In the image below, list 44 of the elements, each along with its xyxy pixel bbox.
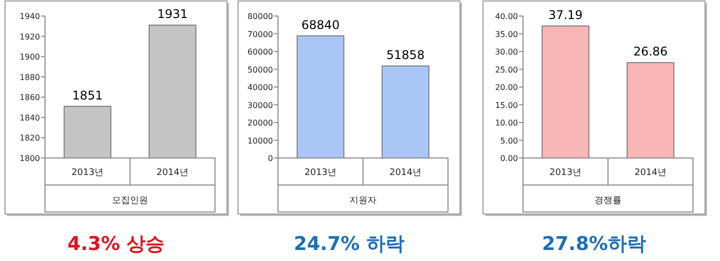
y-tick-label: 1900 xyxy=(20,52,40,62)
y-tick-label: 15.00 xyxy=(495,100,518,110)
y-tick-label: 0.00 xyxy=(500,154,518,163)
y-tick-label: 70000 xyxy=(248,30,273,39)
y-tick-label: 20000 xyxy=(248,118,273,128)
data-label: 26.86 xyxy=(633,44,668,59)
y-tick-label: 20.00 xyxy=(495,83,518,92)
y-tick-label: 50000 xyxy=(248,65,273,74)
y-tick-label: 1860 xyxy=(20,93,40,102)
x-tick-label: 2014년 xyxy=(634,168,666,178)
data-label: 1931 xyxy=(157,7,188,22)
x-axis-title: 지원자 xyxy=(350,196,376,206)
y-tick-label: 1920 xyxy=(20,32,40,42)
y-tick-label: 1940 xyxy=(20,12,40,21)
y-tick-label: 1880 xyxy=(20,72,40,82)
data-label: 51858 xyxy=(386,48,425,62)
y-tick-label: 5.00 xyxy=(500,136,518,146)
y-tick-label: 30.00 xyxy=(495,48,518,56)
text: 27.8%하락 xyxy=(542,233,646,255)
text: 24.7% 하락 xyxy=(294,233,404,255)
y-tick-label: 1840 xyxy=(20,113,40,122)
y-tick-label: 1800 xyxy=(20,154,40,163)
x-tick-label: 2014년 xyxy=(390,168,422,178)
x-tick-label: 2013년 xyxy=(550,168,582,178)
y-tick-label: 10000 xyxy=(248,136,273,146)
y-tick-label: 80000 xyxy=(248,12,273,21)
data-label: 68840 xyxy=(301,18,340,32)
y-tick-label: 10.00 xyxy=(495,118,518,128)
y-tick-label: 60000 xyxy=(248,48,273,56)
x-tick-label: 2014년 xyxy=(156,168,188,178)
x-tick-label: 2013년 xyxy=(304,168,336,178)
data-label: 1851 xyxy=(72,88,103,102)
y-tick-label: 25.00 xyxy=(495,65,518,74)
text: 4.3% 상승 xyxy=(67,233,165,255)
x-tick-label: 2013년 xyxy=(72,168,104,178)
y-tick-label: 0 xyxy=(268,154,273,163)
x-axis-title: 모집인원 xyxy=(112,196,148,206)
x-axis-title: 경쟁률 xyxy=(594,196,622,206)
y-tick-label: 35.00 xyxy=(495,30,518,39)
data-label: 37.19 xyxy=(548,8,583,22)
y-tick-label: 40.00 xyxy=(495,12,518,21)
y-tick-label: 30000 xyxy=(248,100,273,110)
y-tick-label: 1820 xyxy=(20,134,40,143)
y-tick-label: 40000 xyxy=(248,83,273,92)
